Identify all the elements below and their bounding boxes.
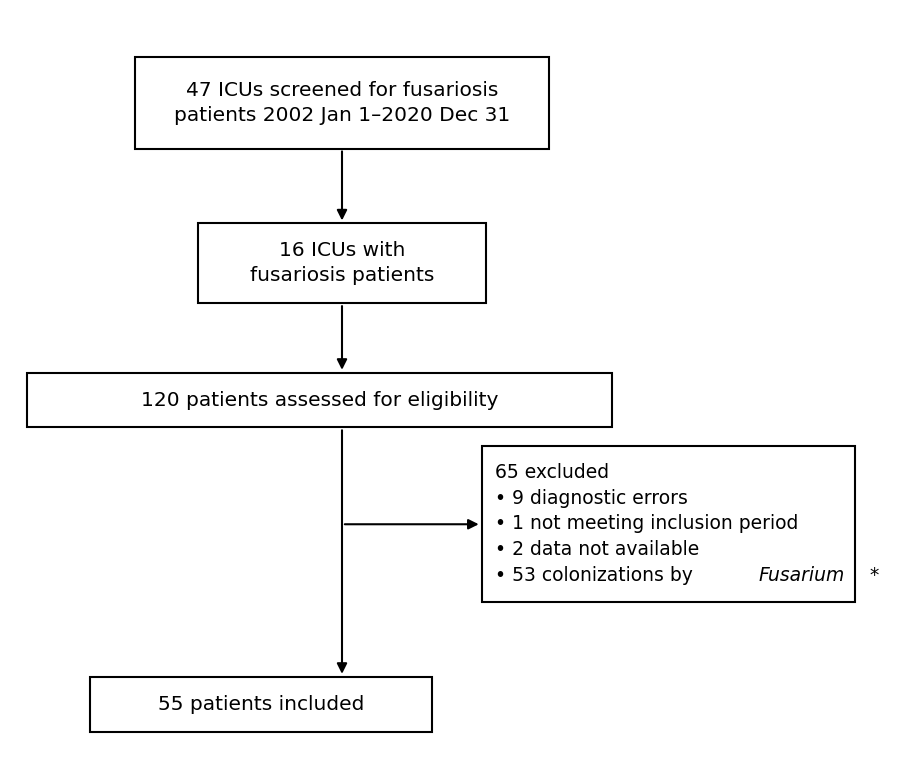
FancyBboxPatch shape (198, 223, 486, 303)
Text: 55 patients included: 55 patients included (158, 696, 364, 714)
Text: • 2 data not available: • 2 data not available (495, 540, 699, 559)
FancyBboxPatch shape (482, 446, 855, 602)
Text: 16 ICUs with
fusariosis patients: 16 ICUs with fusariosis patients (250, 241, 434, 285)
Text: • 9 diagnostic errors: • 9 diagnostic errors (495, 488, 688, 507)
Text: • 53 colonizations by: • 53 colonizations by (495, 566, 699, 585)
Text: 65 excluded: 65 excluded (495, 463, 609, 482)
Text: Fusarium: Fusarium (758, 566, 844, 585)
FancyBboxPatch shape (27, 373, 612, 427)
Text: 120 patients assessed for eligibility: 120 patients assessed for eligibility (140, 391, 499, 409)
Text: *: * (869, 566, 878, 585)
FancyBboxPatch shape (135, 57, 549, 149)
Text: 47 ICUs screened for fusariosis
patients 2002 Jan 1–2020 Dec 31: 47 ICUs screened for fusariosis patients… (174, 81, 510, 125)
Text: • 1 not meeting inclusion period: • 1 not meeting inclusion period (495, 514, 798, 533)
FancyBboxPatch shape (90, 677, 432, 732)
